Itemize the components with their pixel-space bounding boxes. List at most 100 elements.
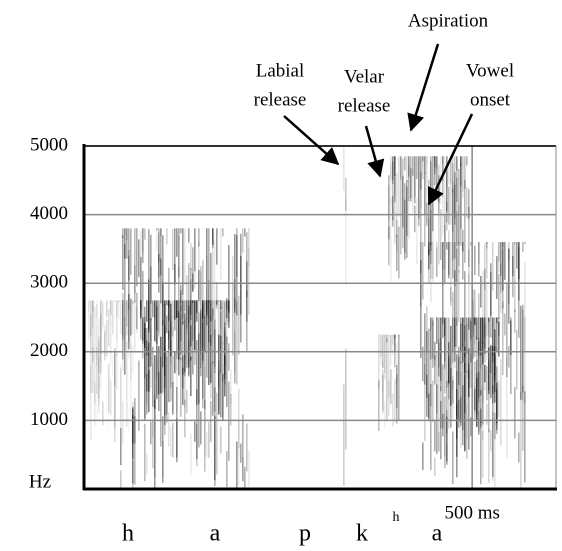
y-axis-label: Hz [29, 471, 51, 492]
spectral-streak [452, 156, 454, 193]
spectral-streak [202, 303, 204, 399]
spectral-streak [184, 319, 186, 408]
spectral-streak [120, 368, 122, 428]
spectral-streak [178, 228, 180, 242]
spectral-streak [188, 263, 190, 324]
spectral-streak [426, 331, 428, 398]
spectral-streak [102, 401, 104, 426]
spectral-streak [158, 253, 160, 293]
spectral-streak [442, 242, 444, 271]
spectral-streak [452, 380, 454, 404]
spectral-streak [138, 239, 140, 278]
spectral-streak [160, 258, 162, 304]
spectral-streak [202, 322, 204, 409]
spectral-streak [132, 300, 134, 334]
spectral-streak [228, 245, 230, 312]
spectral-streak [382, 375, 384, 414]
spectral-streak [144, 423, 146, 482]
spectral-streak [120, 300, 122, 335]
spectral-streak [444, 396, 446, 469]
spectral-streak [343, 146, 345, 191]
spectral-streak [496, 317, 498, 324]
spectral-streak [212, 300, 214, 338]
spectral-streak [192, 300, 194, 375]
spectral-streak [96, 304, 98, 366]
spectral-streak [402, 176, 404, 228]
spectral-streak [434, 457, 436, 477]
spectral-streak [498, 380, 500, 418]
spectral-streak [150, 421, 152, 445]
spectral-streak [484, 365, 486, 391]
spectral-streak [440, 209, 442, 242]
spectral-streak [444, 413, 446, 457]
spectral-streak [388, 175, 390, 240]
spectral-streak [452, 317, 454, 390]
spectral-streak [426, 156, 428, 166]
spectral-streak [420, 260, 422, 359]
spectral-streak [430, 330, 432, 360]
spectral-streak [180, 300, 182, 304]
spectral-streak [432, 242, 434, 280]
spectral-streak [400, 183, 402, 255]
spectral-streak [110, 379, 112, 415]
spectral-streak [138, 360, 140, 431]
spectral-streak [422, 242, 424, 300]
spectral-streak [150, 266, 152, 321]
spectral-streak [430, 156, 432, 188]
spectral-streak [454, 184, 456, 225]
spectral-streak [412, 156, 414, 176]
spectral-streak [210, 362, 212, 399]
spectral-streak [212, 228, 214, 245]
spectral-streak [486, 366, 488, 401]
spectral-streak [182, 228, 184, 319]
spectral-streak [140, 300, 142, 319]
spectral-streak [524, 242, 526, 245]
spectral-streak [238, 420, 240, 486]
spectral-streak [490, 344, 492, 399]
segment-label: k [356, 521, 368, 547]
spectral-streak [428, 242, 430, 255]
spectral-streak [446, 416, 448, 462]
spectral-streak [458, 242, 460, 267]
spectral-streak [428, 202, 430, 270]
spectral-streak [428, 179, 430, 257]
spectral-streak [114, 300, 116, 302]
spectral-streak [124, 244, 126, 316]
spectral-streak [474, 324, 476, 345]
spectral-streak [456, 248, 458, 347]
spectral-streak [214, 319, 216, 374]
spectral-streak [188, 300, 190, 369]
spectral-streak [148, 370, 150, 392]
spectral-streak [98, 340, 100, 372]
spectral-streak [460, 371, 462, 449]
spectral-streak [464, 362, 466, 451]
spectral-streak [452, 376, 454, 419]
spectral-streak [178, 236, 180, 301]
spectral-streak [502, 301, 504, 376]
spectral-streak [428, 393, 430, 419]
spectral-streak [230, 369, 232, 404]
spectral-streak [522, 386, 524, 452]
spectral-streak [482, 317, 484, 365]
spectral-streak [388, 185, 390, 222]
spectral-streak [378, 334, 380, 389]
spectral-streak [184, 399, 186, 438]
spectral-streak [102, 303, 104, 328]
spectral-streak [142, 318, 144, 344]
spectral-streak [158, 232, 160, 277]
spectral-streak [468, 317, 470, 379]
spectral-streak [170, 425, 172, 457]
spectral-streak [464, 271, 466, 374]
spectral-streak [466, 187, 468, 218]
spectral-streak [128, 228, 130, 281]
spectral-streak [88, 300, 90, 313]
spectral-streak [502, 242, 504, 248]
spectral-streak [222, 300, 224, 363]
spectral-streak [246, 261, 248, 322]
spectral-streak [492, 242, 494, 291]
spectral-streak [448, 359, 450, 387]
spectral-streak [200, 271, 202, 346]
spectral-streak [380, 334, 382, 366]
spectral-streak [204, 315, 206, 410]
spectral-streak [98, 318, 100, 414]
